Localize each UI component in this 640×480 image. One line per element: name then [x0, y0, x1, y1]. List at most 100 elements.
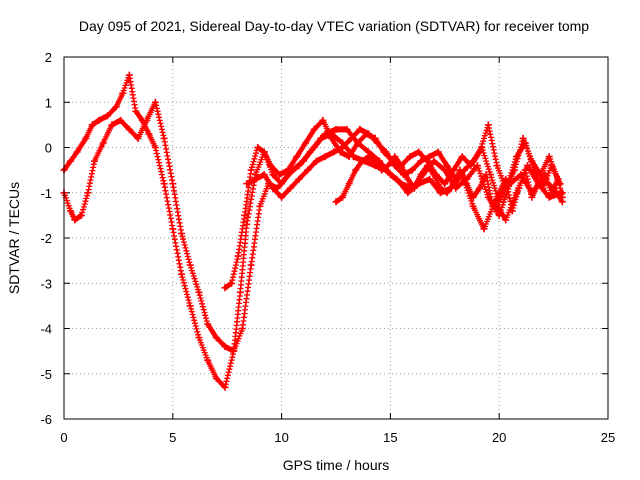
- data-point: [426, 153, 434, 161]
- data-point: [358, 157, 366, 165]
- data-point: [480, 225, 488, 233]
- y-tick-label: -5: [40, 367, 52, 382]
- data-point: [430, 157, 438, 165]
- data-point: [393, 175, 401, 183]
- data-point: [306, 148, 314, 156]
- data-point: [443, 162, 451, 170]
- y-tick-label: -2: [40, 231, 52, 246]
- x-tick-label: 20: [492, 430, 506, 445]
- data-point: [125, 71, 133, 79]
- data-point: [330, 148, 338, 156]
- data-point: [186, 302, 194, 310]
- data-series: [60, 71, 566, 391]
- data-point: [521, 139, 529, 147]
- data-point: [493, 162, 501, 170]
- data-point: [117, 116, 125, 124]
- chart-title: Day 095 of 2021, Sidereal Day-to-day VTE…: [79, 18, 589, 34]
- data-point: [145, 130, 153, 138]
- data-point: [441, 166, 449, 174]
- data-point: [489, 202, 497, 210]
- x-tick-label: 25: [601, 430, 615, 445]
- data-point: [212, 374, 220, 382]
- data-point: [236, 288, 244, 296]
- data-point: [77, 211, 85, 219]
- data-point: [545, 153, 553, 161]
- y-tick-label: -1: [40, 186, 52, 201]
- x-tick-label: 0: [60, 430, 67, 445]
- data-point: [502, 216, 510, 224]
- data-point: [423, 162, 431, 170]
- data-point: [347, 134, 355, 142]
- data-point: [134, 134, 142, 142]
- data-point: [547, 162, 555, 170]
- y-tick-label: -4: [40, 322, 52, 337]
- data-point: [160, 180, 168, 188]
- data-point: [521, 166, 529, 174]
- data-point: [195, 288, 203, 296]
- data-point: [95, 116, 103, 124]
- data-point: [391, 162, 399, 170]
- y-tick-label: 0: [45, 141, 52, 156]
- data-point: [404, 175, 412, 183]
- data-point: [304, 166, 312, 174]
- data-point: [415, 148, 423, 156]
- data-point: [443, 189, 451, 197]
- data-point: [404, 189, 412, 197]
- data-point: [469, 193, 477, 201]
- data-point: [178, 230, 185, 237]
- data-point: [230, 347, 238, 355]
- data-point: [278, 193, 286, 201]
- data-point: [328, 134, 336, 142]
- data-point: [195, 334, 203, 342]
- data-point: [143, 116, 151, 124]
- data-point: [151, 144, 159, 151]
- x-tick-label: 15: [383, 430, 397, 445]
- data-point: [238, 325, 246, 332]
- data-point: [515, 184, 523, 192]
- data-point: [275, 171, 283, 179]
- data-point: [269, 171, 277, 179]
- data-point: [247, 166, 255, 174]
- data-point: [99, 139, 107, 147]
- data-point: [345, 180, 353, 188]
- data-point: [534, 180, 542, 188]
- data-point: [241, 211, 249, 219]
- y-tick-label: 1: [45, 95, 52, 110]
- data-point: [339, 144, 346, 151]
- data-point: [495, 189, 503, 197]
- y-axis-label: SDTVAR / TECUs: [6, 182, 22, 294]
- data-point: [545, 193, 553, 201]
- data-point: [352, 166, 360, 174]
- data-point: [125, 125, 133, 133]
- data-point: [212, 334, 220, 342]
- y-tick-label: -3: [40, 276, 52, 291]
- data-point: [286, 184, 294, 192]
- data-point: [339, 193, 346, 201]
- data-point: [91, 157, 98, 165]
- data-point: [332, 198, 340, 206]
- data-point: [178, 270, 185, 278]
- data-point: [469, 202, 477, 210]
- data-point: [295, 175, 303, 183]
- data-point: [310, 125, 318, 133]
- data-point: [384, 162, 392, 170]
- data-point: [295, 162, 303, 170]
- data-point: [541, 171, 549, 179]
- data-point: [524, 162, 531, 170]
- plot-frame: [63, 56, 609, 420]
- data-point: [73, 148, 81, 156]
- data-point: [119, 89, 127, 97]
- data-point: [319, 116, 327, 124]
- data-point: [456, 166, 464, 174]
- series-track-d: [243, 125, 564, 206]
- data-point: [132, 107, 140, 115]
- data-point: [243, 220, 251, 228]
- data-point: [547, 189, 555, 197]
- data-point: [473, 162, 481, 170]
- tick-labels: 0 5 10 15 20 25 -6 -5 -4 -3 -2 -1 0 1 2: [40, 50, 615, 445]
- data-point: [243, 180, 251, 188]
- data-point: [530, 166, 538, 174]
- data-point: [539, 184, 547, 192]
- data-point: [391, 153, 399, 161]
- data-point: [482, 171, 490, 179]
